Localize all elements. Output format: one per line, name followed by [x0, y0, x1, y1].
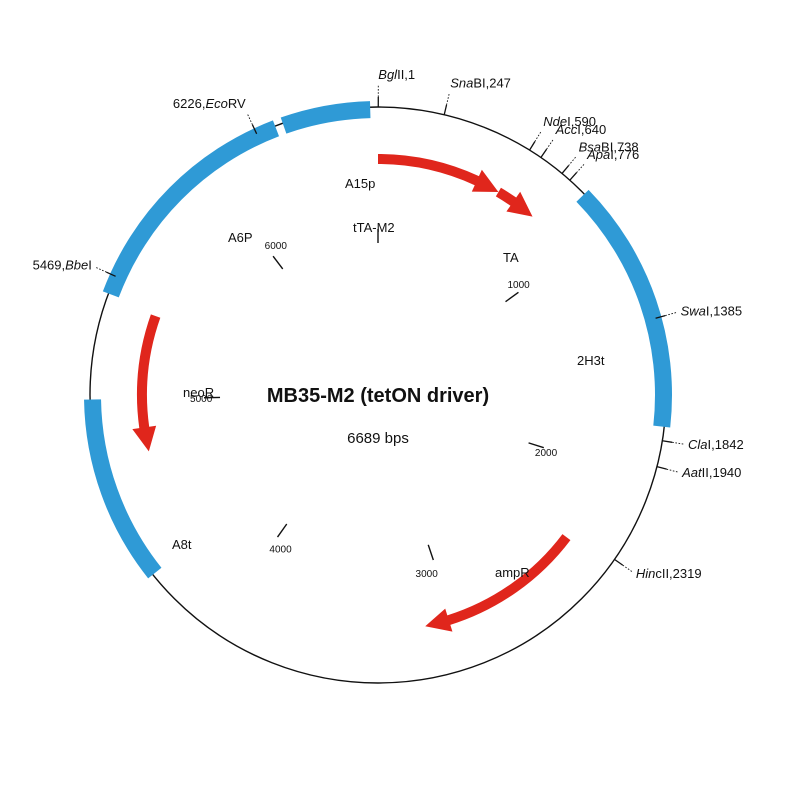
plasmid-title: MB35-M2 (tetON driver) [267, 385, 489, 407]
site-tick-acci-640 [540, 148, 548, 158]
feature-label-ta: TA [503, 250, 519, 265]
feature-box-segment-3 [280, 101, 371, 134]
site-enzyme-name: Swa [681, 303, 706, 318]
scale-tick-label-1000: 1000 [507, 280, 530, 291]
feature-label-a6p: A6P [228, 230, 253, 245]
site-enzyme-name: Sna [450, 75, 473, 90]
site-enzyme-suffix: I,640 [577, 122, 606, 137]
arrow-ampr [425, 534, 571, 632]
site-label-bsabi-738: BsaBI,738 [579, 139, 639, 154]
site-enzyme-suffix: I [88, 258, 92, 273]
site-enzyme-name: Cla [688, 437, 708, 452]
site-enzyme-name: Aat [681, 465, 703, 480]
scale-tick-label-3000: 3000 [416, 569, 439, 580]
arrow-tta-m2 [378, 154, 499, 193]
site-tick-bbei [106, 271, 116, 277]
site-tick-apai-776 [569, 172, 577, 181]
feature-box-2h3t [576, 189, 672, 428]
site-enzyme-name: Acc [555, 122, 578, 137]
scale-tick-label-6000: 6000 [265, 241, 288, 252]
scale-tick-mark-6000 [272, 255, 284, 270]
feature-box-a6p [102, 120, 280, 298]
site-enzyme-name: Apa [586, 147, 610, 162]
site-label-snabi-247: SnaBI,247 [450, 75, 511, 90]
site-enzyme-name: Bbe [65, 258, 88, 273]
scale-tick-mark-2000 [528, 442, 545, 449]
site-tick-snabi-247 [443, 104, 448, 115]
site-label-aatii-1940: AatII,1940 [681, 465, 741, 480]
site-label-prefix: 5469, [33, 258, 66, 273]
site-enzyme-suffix: I,1385 [706, 303, 742, 318]
site-label-prefix: 6226, [173, 96, 206, 111]
site-enzyme-name: Nde [543, 114, 567, 129]
site-leader-aatii-1940 [666, 468, 679, 473]
site-leader-apai-776 [576, 163, 585, 174]
site-enzyme-suffix: RV [228, 96, 246, 111]
site-enzyme-suffix: cII,2319 [655, 566, 701, 581]
feature-label-a8t: A8t [172, 537, 192, 552]
site-label-swai-1385: SwaI,1385 [681, 303, 742, 318]
arrow-ta [495, 187, 533, 217]
feature-label-2h3t: 2H3t [577, 353, 605, 368]
site-label-ecorv: 6226,EcoRV [173, 96, 246, 111]
feature-box-a8t [84, 399, 162, 579]
scale-tick-label-5000: 5000 [190, 394, 213, 405]
site-leader-clai-1842 [672, 441, 685, 445]
site-enzyme-suffix: BI,738 [601, 139, 639, 154]
site-leader-hincii-2319 [622, 564, 633, 573]
feature-label-tta-m2: tTA-M2 [353, 220, 395, 235]
site-label-clai-1842: ClaI,1842 [688, 437, 744, 452]
site-enzyme-suffix: I,590 [567, 114, 596, 129]
site-label-ndei-590: NdeI,590 [543, 114, 596, 129]
site-tick-bsabi-738 [561, 165, 569, 174]
site-enzyme-name: Bgl [378, 67, 398, 82]
site-tick-aatii-1940 [656, 466, 667, 470]
site-tick-ecorv [251, 124, 258, 135]
site-label-bglii-1: BglII,1 [378, 67, 415, 82]
scale-tick-mark-3000 [427, 544, 434, 561]
site-leader-bsabi-738 [568, 156, 577, 167]
feature-labels: A15p tTA-M2 TA 2H3t ampR A8t neoR A6P [172, 176, 605, 580]
site-tick-ndei-590 [529, 141, 536, 151]
site-enzyme-suffix: BI,247 [473, 75, 511, 90]
site-leader-snabi-247 [446, 93, 450, 106]
site-enzyme-name: Hin [636, 566, 656, 581]
arrow-neor [132, 314, 161, 452]
feature-label-ampr: ampR [495, 565, 530, 580]
site-leader-ecorv [246, 113, 253, 125]
site-leader-bbei [95, 266, 107, 273]
site-enzyme-name: Eco [205, 96, 227, 111]
scale-tick-label-4000: 4000 [269, 544, 292, 555]
site-enzyme-suffix: II,1 [397, 67, 415, 82]
site-enzyme-name: Bsa [579, 139, 601, 154]
site-label-acci-640: AccI,640 [555, 122, 607, 137]
scale-tick-mark-1000 [505, 291, 519, 303]
site-leader-ndei-590 [534, 131, 542, 142]
plasmid-size: 6689 bps [347, 430, 409, 447]
site-tick-clai-1842 [662, 440, 673, 443]
scale-tick-mark-4000 [276, 523, 288, 538]
site-tick-hincii-2319 [614, 558, 624, 566]
site-label-hincii-2319: HincII,2319 [636, 566, 702, 581]
site-enzyme-suffix: I,1842 [708, 437, 744, 452]
feature-boxes [84, 101, 672, 579]
feature-label-a15p: A15p [345, 176, 375, 191]
site-tick-swai-1385 [655, 314, 666, 319]
site-leader-acci-640 [546, 139, 554, 150]
scale-ticks: 1000 2000 3000 4000 5000 6000 [190, 229, 558, 580]
site-leader-swai-1385 [665, 311, 677, 316]
feature-label-neor: neoR [183, 385, 214, 400]
site-label-bbei: 5469,BbeI [33, 258, 92, 273]
gene-arrows [132, 154, 571, 632]
site-label-apai-776: ApaI,776 [586, 147, 639, 162]
site-enzyme-suffix: II,1940 [702, 465, 742, 480]
site-enzyme-suffix: I,776 [610, 147, 639, 162]
scale-tick-label-2000: 2000 [535, 448, 558, 459]
